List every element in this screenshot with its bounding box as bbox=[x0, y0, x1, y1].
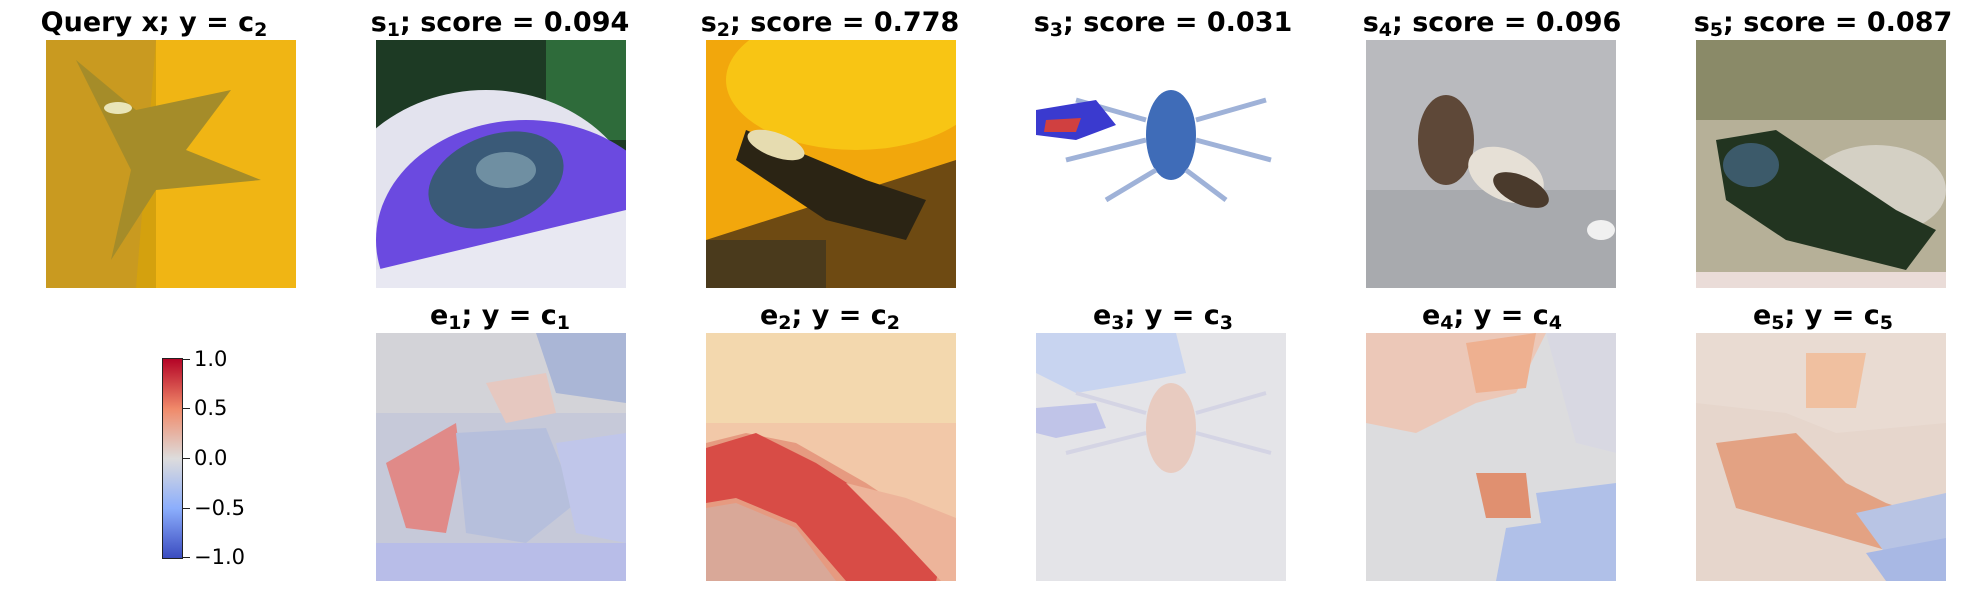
colorbar-tick-label: 1.0 bbox=[194, 347, 228, 371]
explanation-title-4: e4; y = c4 bbox=[1421, 300, 1563, 334]
explanation-title-2: e2; y = c2 bbox=[759, 300, 901, 334]
explanation-map-5 bbox=[1696, 333, 1946, 581]
colorbar-tick bbox=[183, 557, 190, 558]
query-title: Query x; y = c2 bbox=[40, 7, 268, 41]
colorbar-tick bbox=[183, 508, 190, 509]
colorbar-tick bbox=[183, 458, 190, 459]
query-image bbox=[46, 40, 296, 288]
explanation-map-1 bbox=[376, 333, 626, 581]
colorbar-tick-label: 0.5 bbox=[194, 396, 228, 420]
colorbar-tick-label: 0.0 bbox=[194, 446, 228, 470]
sample-image-3 bbox=[1036, 40, 1286, 288]
sample-image-5 bbox=[1696, 40, 1946, 288]
colorbar-tick-label: −0.5 bbox=[194, 496, 245, 520]
colorbar-tick bbox=[183, 408, 190, 409]
colorbar bbox=[162, 358, 183, 559]
explanation-map-2 bbox=[706, 333, 956, 581]
explanation-title-3: e3; y = c3 bbox=[1092, 300, 1234, 334]
explanation-title-5: e5; y = c5 bbox=[1752, 300, 1894, 334]
sample-image-1 bbox=[376, 40, 626, 288]
sample-title-3: s3; score = 0.031 bbox=[1033, 7, 1293, 41]
sample-title-2: s2; score = 0.778 bbox=[700, 7, 960, 41]
sample-title-1: s1; score = 0.094 bbox=[370, 7, 630, 41]
explanation-map-4 bbox=[1366, 333, 1616, 581]
sample-title-4: s4; score = 0.096 bbox=[1362, 7, 1622, 41]
sample-title-5: s5; score = 0.087 bbox=[1693, 7, 1953, 41]
colorbar-tick bbox=[183, 359, 190, 360]
explanation-title-1: e1; y = c1 bbox=[429, 300, 571, 334]
sample-image-4 bbox=[1366, 40, 1616, 288]
colorbar-tick-label: −1.0 bbox=[194, 545, 245, 569]
explanation-map-3 bbox=[1036, 333, 1286, 581]
sample-image-2 bbox=[706, 40, 956, 288]
